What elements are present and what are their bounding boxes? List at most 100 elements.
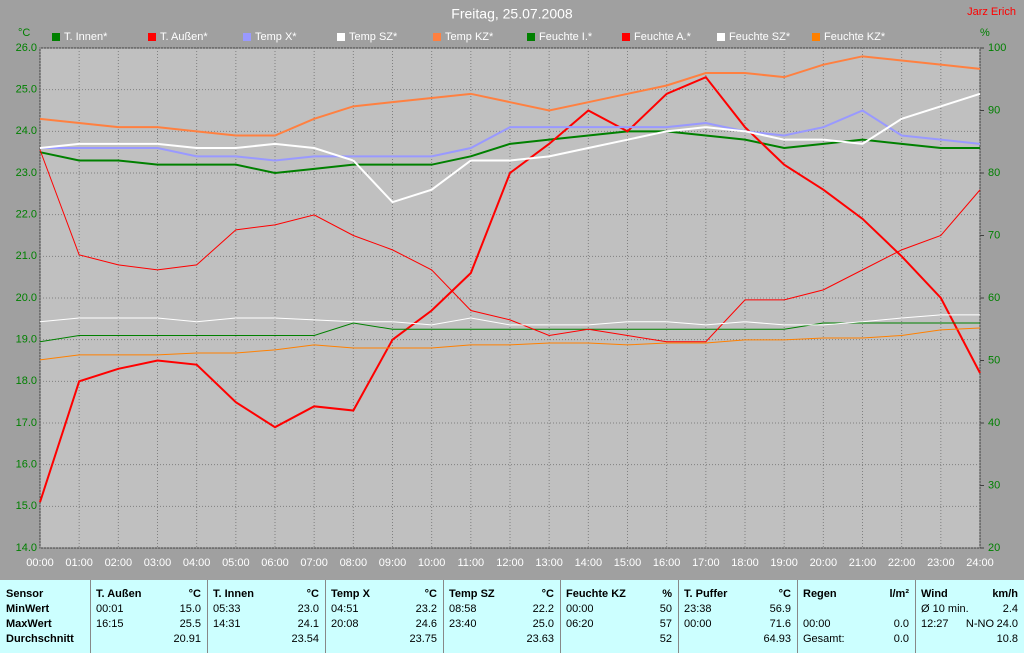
y-tick-label: 22.0 — [16, 209, 37, 221]
stat-cell: 57 — [659, 618, 672, 630]
stat-cell: 23.54 — [291, 633, 319, 645]
stat-cell: 52 — [659, 633, 672, 645]
stat-cell: Ø 10 min. — [921, 603, 969, 615]
stat-cell: 24.1 — [297, 618, 319, 630]
legend-label: Feuchte KZ* — [824, 31, 886, 43]
stat-cell: 05:33 — [213, 603, 241, 615]
x-tick-label: 04:00 — [183, 557, 211, 569]
stat-cell: 00:00 — [566, 603, 594, 615]
stat-cell: 23.63 — [526, 633, 554, 645]
stat-cell: 00:00 — [803, 618, 831, 630]
y-tick-label: 16.0 — [16, 459, 37, 471]
y-tick-label: 19.0 — [16, 334, 37, 346]
stat-cell: 23.0 — [297, 603, 319, 615]
legend-label: Feuchte A.* — [634, 31, 692, 43]
stat-cell: 25.0 — [532, 618, 554, 630]
y2-tick-label: 40 — [988, 417, 1000, 429]
stat-cell: 14:31 — [213, 618, 241, 630]
column-unit: l/m² — [889, 588, 909, 600]
stat-column: Feuchte KZ% 00:00 50 06:20 57 52 — [560, 580, 678, 653]
x-tick-label: 22:00 — [888, 557, 916, 569]
legend-swatch — [622, 33, 630, 41]
x-tick-label: 23:00 — [927, 557, 955, 569]
legend-label: Temp KZ* — [445, 31, 494, 43]
column-name: T. Innen — [213, 588, 254, 600]
legend-label: Temp SZ* — [349, 31, 398, 43]
y-tick-label: 14.0 — [16, 542, 37, 554]
x-tick-label: 03:00 — [144, 557, 172, 569]
legend-label: T. Innen* — [64, 31, 108, 43]
stat-cell: 2.4 — [1002, 603, 1018, 615]
legend-swatch — [433, 33, 441, 41]
stat-cell: 50 — [659, 603, 672, 615]
chart-title: Freitag, 25.07.2008 — [451, 6, 573, 22]
legend-label: Temp X* — [255, 31, 297, 43]
x-tick-label: 00:00 — [26, 557, 54, 569]
column-name: Feuchte KZ — [566, 588, 626, 600]
y-tick-label: 23.0 — [16, 167, 37, 179]
x-tick-label: 21:00 — [849, 557, 877, 569]
stat-cell: 08:58 — [449, 603, 477, 615]
column-unit: °C — [306, 588, 319, 600]
x-tick-label: 02:00 — [105, 557, 133, 569]
x-tick-label: 08:00 — [340, 557, 368, 569]
y2-tick-label: 80 — [988, 167, 1000, 179]
y2-tick-label: 70 — [988, 229, 1000, 241]
column-unit: °C — [424, 588, 437, 600]
column-name: T. Puffer — [684, 588, 728, 600]
stat-cell: N-NO — [965, 618, 994, 630]
y2-tick-label: 90 — [988, 104, 1000, 116]
x-tick-label: 09:00 — [379, 557, 407, 569]
stat-cell: 64.93 — [763, 633, 791, 645]
y2-tick-label: 50 — [988, 354, 1000, 366]
x-tick-label: 14:00 — [575, 557, 603, 569]
line — [39, 327, 981, 361]
x-tick-label: 24:00 — [966, 557, 994, 569]
y-tick-label: 20.0 — [16, 292, 37, 304]
x-tick-label: 05:00 — [222, 557, 250, 569]
x-tick-label: 10:00 — [418, 557, 446, 569]
stat-cell: 16:15 — [96, 618, 124, 630]
stat-cell: 15.0 — [179, 603, 201, 615]
column-name: T. Außen — [96, 588, 142, 600]
y-axis-label: °C — [18, 27, 30, 39]
stat-cell: 00:01 — [96, 603, 124, 615]
legend-swatch — [527, 33, 535, 41]
x-tick-label: 12:00 — [496, 557, 524, 569]
author: Jarz Erich — [967, 6, 1016, 18]
stat-column: Temp X °C 04:51 23.2 20:08 24.6 23.75 — [325, 580, 443, 653]
y2-tick-label: 20 — [988, 542, 1000, 554]
row-label: Sensor — [6, 588, 44, 600]
stat-cell: 00:00 — [684, 618, 712, 630]
stat-cell: 20:08 — [331, 618, 359, 630]
stat-column: Regen l/m² 00:00 0.0 Gesamt: 0.0 — [797, 580, 915, 653]
stat-column: Temp SZ °C 08:58 22.2 23:40 25.0 23.63 — [443, 580, 560, 653]
stat-cell: 04:51 — [331, 603, 359, 615]
line — [39, 130, 980, 175]
legend-swatch — [243, 33, 251, 41]
stat-cell: 24.0 — [996, 618, 1018, 630]
x-tick-label: 07:00 — [300, 557, 328, 569]
line — [39, 149, 981, 343]
column-unit: °C — [188, 588, 201, 600]
legend-label: Feuchte SZ* — [729, 31, 791, 43]
y-tick-label: 17.0 — [16, 417, 37, 429]
x-tick-label: 15:00 — [614, 557, 642, 569]
legend-swatch — [52, 33, 60, 41]
column-name: Wind — [921, 588, 948, 600]
line — [39, 55, 981, 137]
y2-tick-label: 60 — [988, 292, 1000, 304]
y-tick-label: 26.0 — [16, 42, 37, 54]
line — [39, 75, 981, 503]
label-column: Sensor MinWert MaxWert Durchschnitt — [0, 580, 90, 653]
stat-cell: 06:20 — [566, 618, 594, 630]
stat-cell: 0.0 — [893, 633, 909, 645]
line — [39, 322, 980, 343]
column-unit: °C — [541, 588, 554, 600]
x-tick-label: 01:00 — [65, 557, 93, 569]
column-name: Temp SZ — [449, 588, 495, 600]
y2-tick-label: 30 — [988, 479, 1000, 491]
stat-cell: 22.2 — [532, 603, 554, 615]
y2-tick-label: 100 — [988, 42, 1006, 54]
